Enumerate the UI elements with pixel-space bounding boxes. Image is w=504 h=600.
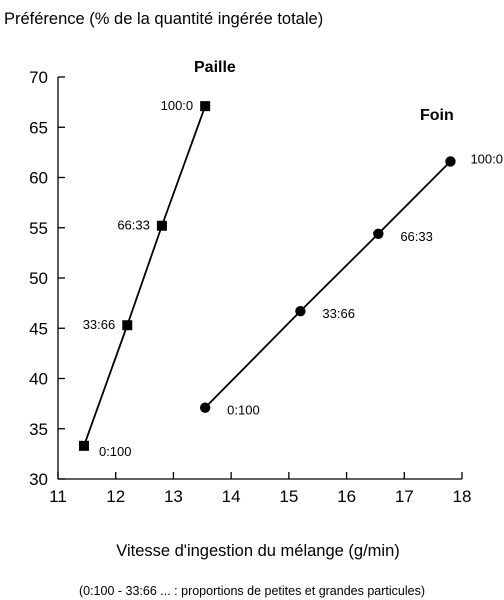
x-axis-label: Vitesse d'ingestion du mélange (g/min)	[116, 542, 400, 560]
data-point-label: 66:33	[117, 218, 150, 233]
data-point-label: 33:66	[322, 306, 355, 321]
data-point-foin	[445, 156, 455, 166]
proportions-note: (0:100 - 33:66 ... : proportions de peti…	[79, 584, 425, 598]
data-point-foin	[295, 306, 305, 316]
data-point-label: 100:0	[470, 151, 503, 166]
data-point-paille	[122, 320, 132, 330]
series-line-foin	[205, 161, 450, 407]
data-point-paille	[79, 441, 89, 451]
y-ticks: 30 35 40 45 50 55 60 65 70	[29, 68, 65, 489]
x-tick-label: 16	[337, 487, 356, 506]
data-point-foin	[200, 402, 210, 412]
x-tick-label: 12	[106, 487, 125, 506]
y-tick-label: 35	[29, 420, 48, 439]
y-tick-label: 30	[29, 470, 48, 489]
x-tick-label: 14	[222, 487, 241, 506]
y-tick-label: 65	[29, 118, 48, 137]
data-point-label: 100:0	[161, 98, 194, 113]
y-tick-label: 40	[29, 370, 48, 389]
y-tick-label: 55	[29, 219, 48, 238]
x-tick-label: 11	[49, 487, 67, 506]
x-tick-label: 13	[164, 487, 183, 506]
data-point-foin	[373, 229, 383, 239]
x-tick-label: 15	[279, 487, 298, 506]
data-point-label: 33:66	[83, 317, 116, 332]
y-tick-label: 50	[29, 269, 48, 288]
x-tick-label: 17	[395, 487, 414, 506]
y-axis-label: Préférence (% de la quantité ingérée tot…	[4, 10, 323, 28]
series-foin: 0:100 33:66 66:33 100:0	[200, 151, 503, 417]
series-layer: 0:100 33:66 66:33 100:0 0:100 33:66 66:33 100:0	[79, 98, 503, 459]
y-tick-label: 60	[29, 169, 48, 188]
x-tick-label: 18	[453, 487, 472, 506]
data-point-paille	[200, 101, 210, 111]
series-paille: 0:100 33:66 66:33 100:0	[79, 98, 210, 459]
series-name-foin: Foin	[420, 107, 454, 124]
y-tick-label: 45	[29, 319, 48, 338]
data-point-label: 0:100	[227, 403, 260, 418]
series-name-paille: Paille	[194, 59, 236, 76]
series-line-paille	[84, 106, 205, 446]
data-point-label: 0:100	[99, 444, 132, 459]
axes	[58, 77, 462, 479]
data-point-label: 66:33	[400, 229, 433, 244]
y-tick-label: 70	[29, 68, 48, 87]
x-ticks: 11 12 13 14 15 16 17 18	[49, 472, 471, 506]
data-point-paille	[157, 221, 167, 231]
